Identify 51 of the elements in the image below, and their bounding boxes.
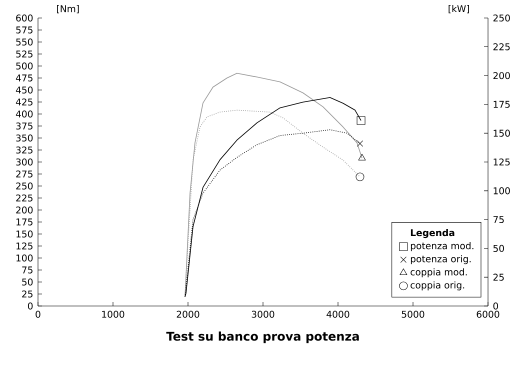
y-tick-label: 525 — [16, 50, 32, 58]
y-tick-label: 275 — [16, 170, 32, 178]
y-tick-label: 200 — [16, 206, 33, 214]
y-tick-label: 100 — [16, 254, 33, 262]
y2-tick-label: 250 — [493, 14, 510, 22]
y2-tick-label: 75 — [493, 216, 504, 224]
y2-tick-label: 0 — [493, 302, 498, 310]
x-tick-label: 2000 — [176, 310, 200, 318]
y-tick-label: 500 — [16, 62, 33, 70]
text: Test su banco prova potenza — [166, 332, 359, 344]
y-tick-label: 325 — [16, 146, 32, 154]
legend-label: coppia mod. — [410, 268, 467, 278]
y-tick-label: 125 — [16, 242, 32, 250]
y2-tick-label: 25 — [493, 274, 504, 281]
legend-label: potenza mod. — [410, 242, 474, 252]
y-tick-label: 0 — [28, 302, 33, 310]
y-tick-label: 75 — [22, 266, 32, 274]
y-tick-label: 350 — [16, 134, 33, 142]
y2-tick-label: 100 — [494, 187, 510, 194]
y-tick-label: 50 — [22, 278, 33, 286]
y-tick-label: 300 — [16, 158, 33, 166]
y2-tick-label: 50 — [493, 244, 504, 252]
legend-title: Legenda — [410, 228, 454, 238]
x-tick-label: 6000 — [476, 310, 500, 318]
legend-label: coppia orig. — [410, 281, 464, 290]
y-tick-label: 475 — [16, 74, 32, 82]
y-tick-label: 600 — [16, 14, 33, 22]
y-tick-label: 375 — [16, 122, 32, 130]
y-tick-label: 550 — [16, 38, 33, 46]
x-tick-label: 4000 — [326, 310, 350, 318]
y-tick-label: 400 — [16, 110, 33, 118]
y2-tick-label: 200 — [493, 72, 510, 80]
y-tick-label: 25 — [22, 290, 32, 298]
x-tick-label: 0 — [36, 310, 40, 318]
y2-tick-label: 150 — [494, 130, 510, 137]
legend-label: potenza orig. — [410, 255, 471, 264]
y-tick-label: 450 — [16, 86, 33, 94]
y2-axis-title: [kW] — [448, 4, 470, 14]
x-tick-label: 3000 — [252, 310, 274, 318]
y-tick-label: 250 — [16, 182, 33, 190]
y2-tick-label: 225 — [493, 43, 510, 50]
y-tick-label: 150 — [16, 230, 33, 238]
x-tick-label: 5000 — [402, 310, 424, 318]
y2-tick-label: 125 — [494, 158, 510, 166]
y-tick-label: 575 — [16, 26, 32, 34]
y-tick-label: 175 — [16, 218, 32, 226]
y-axis-title: [Nm] — [57, 4, 79, 14]
y-tick-label: 425 — [16, 98, 32, 106]
y-tick-label: 225 — [16, 194, 32, 202]
y2-tick-label: 175 — [494, 100, 510, 108]
x-tick-label: 1000 — [102, 310, 124, 318]
